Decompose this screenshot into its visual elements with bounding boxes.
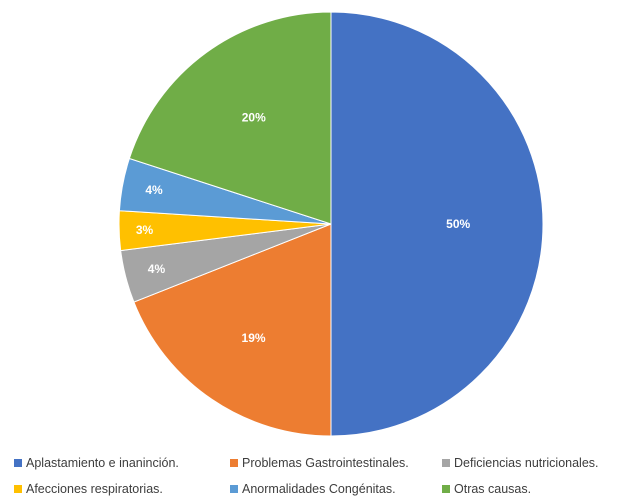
data-label-aplastamiento: 50% — [446, 217, 470, 231]
data-label-gastrointestinales: 19% — [242, 331, 266, 345]
legend-item-gastrointestinales: Problemas Gastrointestinales. — [230, 456, 409, 470]
legend-item-otras: Otras causas. — [442, 482, 531, 496]
legend-label: Afecciones respiratorias. — [26, 482, 163, 496]
legend-swatch — [230, 459, 238, 467]
legend-label: Problemas Gastrointestinales. — [242, 456, 409, 470]
legend-swatch — [230, 485, 238, 493]
data-label-congenitas: 4% — [145, 183, 163, 197]
data-label-otras: 20% — [242, 111, 266, 125]
data-label-nutricionales: 4% — [148, 262, 166, 276]
pie-slice-aplastamiento — [330, 11, 544, 437]
legend-item-nutricionales: Deficiencias nutricionales. — [442, 456, 599, 470]
legend-item-respiratorias: Afecciones respiratorias. — [14, 482, 163, 496]
legend-swatch — [14, 459, 22, 467]
legend-label: Otras causas. — [454, 482, 532, 496]
pie-chart-plot: 50% 19% 4% 3% 4% 20% — [118, 11, 544, 437]
pie-slice-otras — [128, 11, 332, 225]
legend-label: Aplastamiento e inaninción. — [26, 456, 179, 470]
pie-slice-gastrointestinales — [133, 223, 332, 437]
legend-label: Anormalidades Congénitas. — [242, 482, 396, 496]
legend-swatch — [14, 485, 22, 493]
legend-item-aplastamiento: Aplastamiento e inaninción. — [14, 456, 179, 470]
legend-label: Deficiencias nutricionales. — [454, 456, 599, 470]
legend-item-congenitas: Anormalidades Congénitas. — [230, 482, 396, 496]
legend-swatch — [442, 485, 450, 493]
data-label-respiratorias: 3% — [136, 223, 154, 237]
legend-swatch — [442, 459, 450, 467]
